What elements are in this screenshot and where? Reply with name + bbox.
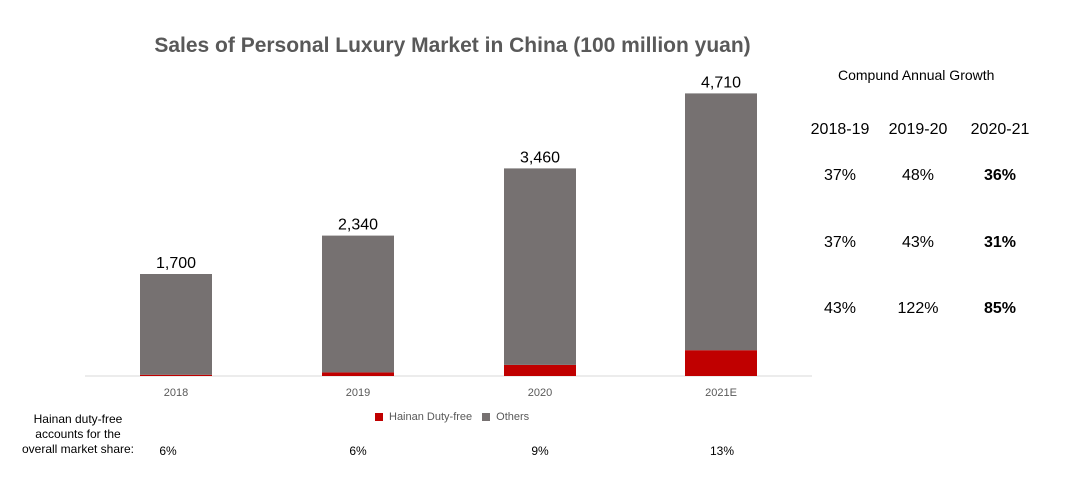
bar-chart: 1,700 2018 2,340 2019 3,460 2020 4,710 2021E xyxy=(85,74,812,399)
bar-hainan-2019 xyxy=(322,372,394,376)
total-label-2021e: 4,710 xyxy=(701,74,741,91)
chart-title: Sales of Personal Luxury Market in China… xyxy=(154,34,751,57)
bar-others-2018 xyxy=(140,274,212,375)
legend-swatch-others xyxy=(482,413,491,421)
legend-label-hainan: Hainan Duty-free xyxy=(389,411,473,423)
cagr-row2-col2: 43% xyxy=(901,234,935,251)
cagr-row1-col2: 48% xyxy=(901,167,935,184)
cagr-row3-col2: 122% xyxy=(897,300,939,317)
x-tick-label-2021e: 2021E xyxy=(705,387,737,399)
cagr-title: Compund Annual Growth xyxy=(838,67,995,83)
market-share-label-line3: overall market share: xyxy=(21,442,135,456)
market-share-2021e: 13% xyxy=(709,444,735,458)
cagr-row3-col3: 85% xyxy=(983,300,1017,317)
x-tick-label-2018: 2018 xyxy=(164,387,188,399)
bar-hainan-2020 xyxy=(504,364,576,376)
market-share-2019: 6% xyxy=(349,444,367,458)
x-tick-label-2020: 2020 xyxy=(528,387,552,399)
total-label-2020: 3,460 xyxy=(520,149,560,166)
bar-others-2019 xyxy=(322,235,394,373)
cagr-row1-col3: 36% xyxy=(983,167,1017,184)
legend-label-others: Others xyxy=(496,411,530,423)
cagr-row2-col3: 31% xyxy=(983,234,1017,251)
cagr-header-2019-20: 2019-20 xyxy=(888,121,948,138)
legend-swatch-hainan xyxy=(375,413,383,421)
total-label-2018: 1,700 xyxy=(156,255,196,272)
market-share-2020: 9% xyxy=(531,444,549,458)
market-share-label-line1: Hainan duty-free xyxy=(33,412,123,426)
cagr-row1-col1: 37% xyxy=(823,167,857,184)
market-share-2018: 6% xyxy=(159,444,177,458)
bar-others-2021e xyxy=(685,93,757,351)
cagr-row2-col1: 37% xyxy=(823,234,857,251)
bar-hainan-2021e xyxy=(685,350,757,376)
market-share-label: Hainan duty-free accounts for the overal… xyxy=(18,412,138,457)
x-tick-label-2019: 2019 xyxy=(346,387,370,399)
market-share-label-line2: accounts for the xyxy=(35,427,121,441)
bar-others-2020 xyxy=(504,168,576,365)
chart-legend: Hainan Duty-free Others xyxy=(375,411,529,423)
cagr-row3-col1: 43% xyxy=(823,300,857,317)
total-label-2019: 2,340 xyxy=(338,217,378,234)
cagr-header-2020-21: 2020-21 xyxy=(970,121,1030,138)
bar-hainan-2018 xyxy=(140,374,212,376)
cagr-header-2018-19: 2018-19 xyxy=(810,121,870,138)
